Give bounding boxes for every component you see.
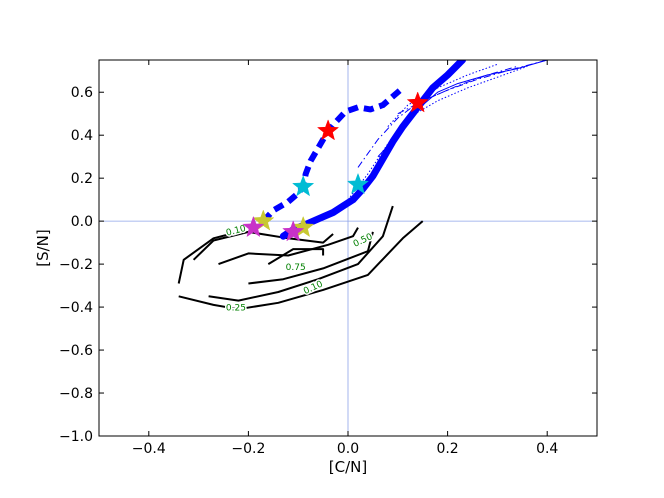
x-tick-label: 0.2 [436,441,458,457]
y-tick-label: −0.6 [59,343,93,359]
plot-area: 0.100.500.750.250.10 [99,60,597,436]
series-line-6 [357,60,548,168]
series-line-4 [347,65,528,201]
star-marker-4 [346,172,370,195]
x-tick-label: 0.4 [536,441,558,457]
contour-label-4: 0.25 [226,304,246,314]
y-axis-label: [S/N] [34,229,52,267]
series-line-1 [279,60,466,240]
y-tick-label: −0.8 [59,386,93,402]
star-marker-5 [252,209,275,231]
contour-line-1 [178,220,424,311]
contour-line-2 [177,230,239,284]
series-line-2 [261,85,405,224]
star-marker-2 [406,91,429,113]
star-marker-3 [292,175,315,197]
y-tick-label: 0.2 [71,171,93,187]
axes: −0.4 −0.2 0.0 0.2 0.4 −1.0 −0.8 −0.6 −0.4 −0.2 0.0… [59,59,598,457]
y-tick-label: 0.0 [71,214,93,230]
y-tick-label: −1.0 [59,429,93,445]
star-marker-6 [292,215,315,238]
star-marker-8 [282,220,305,242]
contour-line-4 [208,205,394,302]
contour-line-5 [218,227,359,266]
series-line-7 [397,65,518,115]
series-line-5 [387,63,498,127]
contour-line-3 [192,230,334,261]
y-tick-label: 0.6 [71,85,93,101]
contour-label-3: 0.75 [286,263,306,273]
star-marker-1 [316,119,340,141]
x-tick-label: −0.2 [231,441,265,457]
y-tick-label: 0.4 [71,128,93,144]
x-tick-label: −0.4 [132,441,166,457]
x-tick-label: 0.0 [337,441,359,457]
x-axis-label: [C/N] [329,458,367,476]
contour-line-7 [267,248,325,265]
contour-line-6 [248,231,374,285]
y-tick-label: −0.4 [59,300,93,316]
y-tick-label: −0.2 [59,257,93,273]
star-marker-7 [242,215,265,238]
